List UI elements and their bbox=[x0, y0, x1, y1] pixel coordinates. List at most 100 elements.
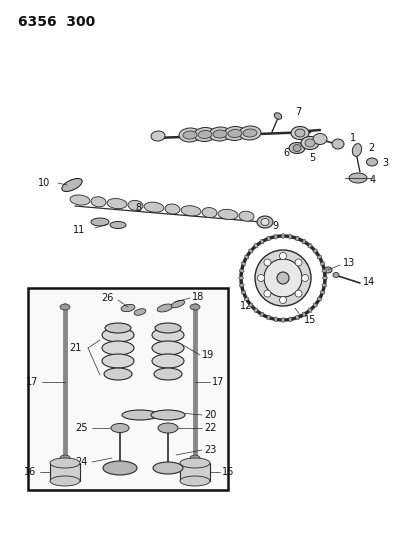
Ellipse shape bbox=[274, 112, 282, 119]
Ellipse shape bbox=[241, 262, 246, 265]
Text: 23: 23 bbox=[204, 445, 216, 455]
Ellipse shape bbox=[171, 300, 185, 308]
Text: 8: 8 bbox=[135, 203, 141, 213]
Text: 17: 17 bbox=[26, 377, 38, 387]
Ellipse shape bbox=[104, 368, 132, 380]
Ellipse shape bbox=[322, 284, 327, 287]
Ellipse shape bbox=[111, 424, 129, 432]
Ellipse shape bbox=[249, 249, 253, 253]
Ellipse shape bbox=[152, 354, 184, 368]
Ellipse shape bbox=[254, 244, 258, 248]
Ellipse shape bbox=[261, 219, 269, 225]
Ellipse shape bbox=[322, 277, 328, 279]
Ellipse shape bbox=[60, 304, 70, 310]
Ellipse shape bbox=[296, 236, 299, 241]
Text: 21: 21 bbox=[70, 343, 82, 353]
Ellipse shape bbox=[122, 410, 158, 420]
Ellipse shape bbox=[158, 423, 178, 433]
Ellipse shape bbox=[322, 269, 327, 272]
Ellipse shape bbox=[50, 458, 80, 468]
Ellipse shape bbox=[302, 312, 306, 317]
Ellipse shape bbox=[274, 234, 277, 239]
Text: 13: 13 bbox=[343, 258, 355, 268]
Ellipse shape bbox=[313, 249, 317, 253]
Ellipse shape bbox=[279, 296, 286, 303]
Ellipse shape bbox=[198, 131, 212, 139]
Ellipse shape bbox=[320, 262, 325, 265]
Text: 11: 11 bbox=[73, 225, 85, 235]
Ellipse shape bbox=[179, 128, 201, 142]
Ellipse shape bbox=[103, 461, 137, 475]
Ellipse shape bbox=[289, 234, 292, 239]
Ellipse shape bbox=[181, 206, 201, 216]
Ellipse shape bbox=[295, 290, 302, 297]
Ellipse shape bbox=[257, 274, 264, 281]
Text: 16: 16 bbox=[24, 467, 36, 477]
Ellipse shape bbox=[153, 462, 183, 474]
Ellipse shape bbox=[152, 328, 184, 342]
Ellipse shape bbox=[317, 255, 322, 259]
Ellipse shape bbox=[289, 317, 292, 322]
Ellipse shape bbox=[239, 126, 261, 140]
Text: 14: 14 bbox=[363, 277, 375, 287]
Text: 25: 25 bbox=[75, 423, 88, 433]
Text: 5: 5 bbox=[309, 153, 315, 163]
Ellipse shape bbox=[333, 272, 339, 278]
Text: 26: 26 bbox=[102, 293, 114, 303]
Ellipse shape bbox=[154, 368, 182, 380]
Ellipse shape bbox=[165, 204, 180, 214]
Ellipse shape bbox=[107, 198, 127, 209]
Ellipse shape bbox=[102, 354, 134, 368]
Ellipse shape bbox=[102, 328, 134, 342]
Ellipse shape bbox=[228, 130, 242, 138]
Ellipse shape bbox=[190, 304, 200, 310]
Ellipse shape bbox=[317, 297, 322, 301]
Ellipse shape bbox=[239, 284, 244, 287]
Ellipse shape bbox=[194, 127, 216, 142]
Ellipse shape bbox=[255, 250, 311, 306]
Ellipse shape bbox=[91, 197, 106, 207]
Ellipse shape bbox=[105, 323, 131, 333]
Ellipse shape bbox=[202, 207, 217, 217]
Ellipse shape bbox=[305, 139, 315, 147]
Ellipse shape bbox=[308, 308, 312, 312]
Ellipse shape bbox=[353, 143, 361, 156]
Ellipse shape bbox=[190, 455, 200, 461]
Ellipse shape bbox=[151, 131, 165, 141]
Text: 15: 15 bbox=[304, 315, 316, 325]
Ellipse shape bbox=[243, 129, 257, 137]
Ellipse shape bbox=[128, 200, 143, 211]
Ellipse shape bbox=[102, 341, 134, 355]
Ellipse shape bbox=[239, 269, 244, 272]
Ellipse shape bbox=[320, 290, 325, 294]
Ellipse shape bbox=[257, 216, 273, 228]
Ellipse shape bbox=[157, 304, 173, 312]
Ellipse shape bbox=[264, 259, 302, 297]
Ellipse shape bbox=[218, 209, 238, 220]
Ellipse shape bbox=[110, 222, 126, 229]
Ellipse shape bbox=[274, 317, 277, 322]
Ellipse shape bbox=[151, 410, 185, 420]
Ellipse shape bbox=[249, 303, 253, 307]
Ellipse shape bbox=[260, 239, 264, 244]
Ellipse shape bbox=[366, 158, 377, 166]
Ellipse shape bbox=[241, 290, 246, 294]
Ellipse shape bbox=[264, 290, 271, 297]
Ellipse shape bbox=[209, 127, 231, 141]
Ellipse shape bbox=[62, 179, 82, 191]
Text: 18: 18 bbox=[192, 292, 204, 302]
Ellipse shape bbox=[324, 267, 332, 273]
Ellipse shape bbox=[332, 139, 344, 149]
Text: 12: 12 bbox=[239, 301, 252, 311]
Text: 3: 3 bbox=[382, 158, 388, 168]
Text: 24: 24 bbox=[75, 457, 88, 467]
Ellipse shape bbox=[295, 259, 302, 266]
Ellipse shape bbox=[308, 244, 312, 248]
Text: 2: 2 bbox=[368, 143, 374, 153]
Ellipse shape bbox=[155, 323, 181, 333]
Ellipse shape bbox=[134, 309, 146, 316]
Ellipse shape bbox=[295, 129, 305, 137]
Ellipse shape bbox=[239, 277, 244, 279]
Ellipse shape bbox=[302, 274, 308, 281]
Ellipse shape bbox=[282, 233, 284, 238]
